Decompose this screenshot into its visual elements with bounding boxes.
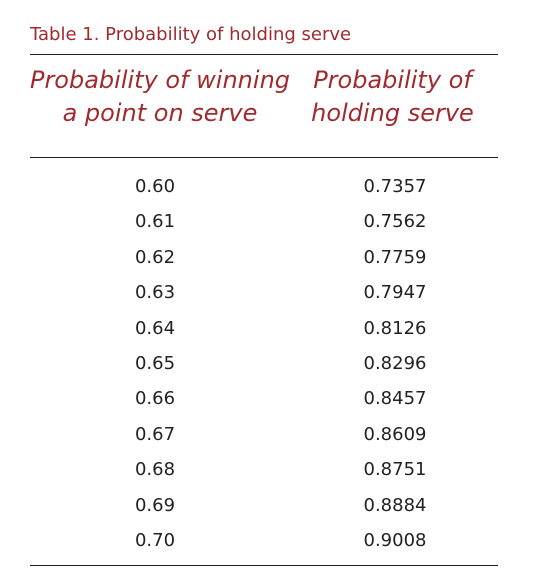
hold-serve-cell: 0.7947 (363, 282, 427, 304)
table-row: 0.62 0.7759 (0, 240, 551, 275)
column-header-win-point: Probability of winning a point on serve (20, 64, 300, 130)
table-row: 0.63 0.7947 (0, 275, 551, 310)
column-header-hold-serve: Probability of holding serve (300, 64, 485, 130)
win-point-cell: 0.64 (134, 317, 176, 339)
table-top-rule (30, 54, 498, 55)
win-point-cell: 0.67 (134, 423, 176, 445)
hold-serve-cell: 0.7759 (363, 246, 427, 268)
hold-serve-cell: 0.8296 (363, 352, 427, 374)
win-point-cell: 0.61 (134, 211, 176, 233)
table-caption: Table 1. Probability of holding serve (30, 24, 352, 45)
win-point-cell: 0.63 (134, 282, 176, 304)
column-header-line: a point on serve (62, 99, 258, 127)
win-point-cell: 0.69 (134, 494, 176, 516)
table-row: 0.68 0.8751 (0, 452, 551, 487)
hold-serve-cell: 0.8609 (363, 423, 427, 445)
hold-serve-cell: 0.8457 (363, 388, 427, 410)
column-header-line: Probability of (313, 66, 472, 94)
hold-serve-cell: 0.7562 (363, 211, 427, 233)
table-row: 0.65 0.8296 (0, 346, 551, 381)
win-point-cell: 0.62 (134, 246, 176, 268)
table-row: 0.67 0.8609 (0, 417, 551, 452)
win-point-cell: 0.65 (134, 352, 176, 374)
table-row: 0.69 0.8884 (0, 488, 551, 523)
hold-serve-cell: 0.7357 (363, 176, 427, 197)
table-row: 0.66 0.8457 (0, 381, 551, 416)
table-row: 0.64 0.8126 (0, 311, 551, 346)
table-body: 0.60 0.7357 0.61 0.7562 0.62 0.7759 0.63… (0, 169, 551, 558)
hold-serve-cell: 0.8751 (363, 459, 427, 481)
table-bottom-rule (30, 565, 498, 566)
hold-serve-cell: 0.8126 (363, 317, 427, 339)
table-row: 0.70 0.9008 (0, 523, 551, 558)
win-point-cell: 0.68 (134, 459, 176, 481)
table-row: 0.60 0.7357 (0, 169, 551, 204)
column-header-line: holding serve (311, 99, 474, 127)
win-point-cell: 0.70 (134, 529, 176, 551)
win-point-cell: 0.60 (134, 176, 176, 197)
table-row: 0.61 0.7562 (0, 204, 551, 239)
column-header-line: Probability of winning (29, 66, 291, 94)
hold-serve-cell: 0.8884 (363, 494, 427, 516)
win-point-cell: 0.66 (134, 388, 176, 410)
table-header-rule (30, 157, 498, 158)
hold-serve-cell: 0.9008 (363, 529, 427, 551)
